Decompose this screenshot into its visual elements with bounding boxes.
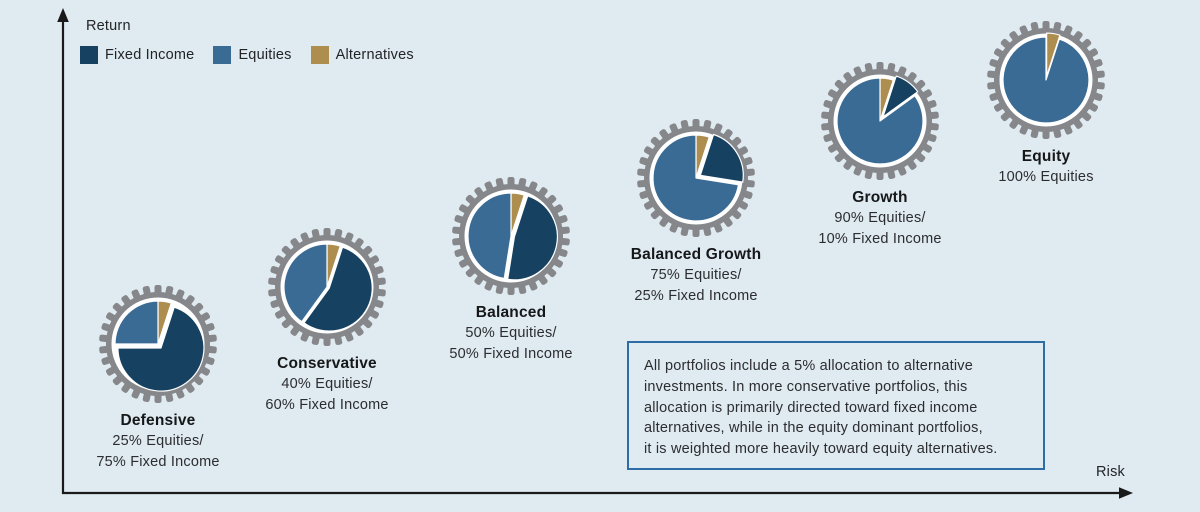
- portfolio-allocation-line: 40% Equities/: [281, 376, 373, 392]
- portfolio-gear-growth: [821, 62, 939, 180]
- portfolio-gear-balanced: [452, 177, 570, 295]
- portfolio-name: Conservative: [277, 355, 377, 372]
- pie-slice-fixed-income: [507, 195, 558, 281]
- portfolio-label-growth: Growth 90% Equities/10% Fixed Income: [765, 187, 995, 250]
- pie-slice-equities: [1002, 36, 1090, 124]
- y-axis-label: Return: [86, 18, 131, 34]
- fixed-income-swatch-icon: [80, 46, 98, 64]
- pie-slice-alternatives: [1046, 32, 1061, 77]
- pie-slice-fixed-income: [699, 133, 744, 183]
- portfolio-allocation-line: 25% Fixed Income: [634, 288, 758, 304]
- legend-item-equities: Equities: [213, 46, 291, 64]
- portfolio-name: Defensive: [120, 412, 196, 429]
- portfolio-allocation-line: 50% Equities/: [465, 325, 557, 341]
- portfolio-label-conservative: Conservative 40% Equities/60% Fixed Incom…: [212, 353, 442, 416]
- portfolio-gear-defensive: [99, 285, 217, 403]
- legend: Fixed Income Equities Alternatives: [80, 46, 414, 64]
- pie-slice-equities: [114, 300, 159, 345]
- x-axis-arrowhead-icon: [1119, 487, 1133, 499]
- pie-slice-equities: [652, 134, 740, 222]
- portfolio-label-equity: Equity 100% Equities: [931, 146, 1161, 188]
- portfolio-allocation-line: 75% Equities/: [650, 267, 742, 283]
- pie-slice-equities: [283, 243, 328, 323]
- alternatives-swatch-icon: [310, 46, 329, 64]
- legend-label: Fixed Income: [105, 47, 195, 63]
- y-axis-arrowhead-icon: [57, 8, 69, 22]
- portfolio-name: Balanced: [475, 304, 547, 321]
- footnote-line: investments. In more conservative portfo…: [644, 378, 968, 395]
- legend-label: Alternatives: [335, 47, 414, 63]
- portfolio-gear-conservative: [268, 228, 386, 346]
- pie-slice-fixed-income: [882, 75, 919, 118]
- pie-slice-equities: [836, 77, 924, 165]
- portfolio-name: Balanced Growth: [630, 246, 762, 263]
- portfolio-allocation-line: 25% Equities/: [112, 433, 204, 449]
- portfolio-gear-equity: [987, 21, 1105, 139]
- portfolio-allocation-line: 60% Fixed Income: [265, 397, 389, 413]
- footnote-line: All portfolios include a 5% allocation t…: [644, 358, 973, 374]
- portfolio-allocation-line: 50% Fixed Income: [449, 346, 573, 362]
- footnote-line: it is weighted more heavily toward equit…: [644, 441, 998, 458]
- footnote-line: alternatives, while in the equity domina…: [644, 420, 983, 437]
- pie-slice-fixed-income: [117, 306, 205, 392]
- legend-label: Equities: [238, 47, 292, 63]
- footnote-box: All portfolios include a 5% allocation t…: [627, 341, 1045, 470]
- portfolio-label-balanced: Balanced 50% Equities/50% Fixed Income: [396, 302, 626, 365]
- legend-item-alternatives: Alternatives: [310, 46, 414, 64]
- pie-slice-equities: [467, 192, 512, 280]
- axes: [57, 8, 1133, 499]
- equities-swatch-icon: [213, 46, 232, 64]
- legend-item-fixed-income: Fixed Income: [80, 46, 194, 64]
- portfolio-allocation-line: 90% Equities/: [834, 210, 926, 226]
- x-axis-label: Risk: [1096, 464, 1125, 480]
- portfolio-gears: [99, 21, 1105, 403]
- portfolio-allocation-line: 75% Fixed Income: [96, 454, 220, 470]
- portfolio-name: Equity: [1021, 148, 1071, 165]
- portfolio-label-defensive: Defensive 25% Equities/75% Fixed Income: [43, 410, 273, 473]
- portfolio-name: Growth: [852, 189, 908, 206]
- portfolio-allocation-line: 100% Equities: [998, 169, 1094, 185]
- pie-slice-fixed-income: [303, 246, 373, 332]
- portfolio-allocation-line: 10% Fixed Income: [818, 231, 942, 247]
- portfolio-gear-balanced-growth: [637, 119, 755, 237]
- footnote-line: allocation is primarily directed toward …: [644, 399, 978, 416]
- portfolio-label-balanced-growth: Balanced Growth 75% Equities/25% Fixed In…: [581, 244, 811, 307]
